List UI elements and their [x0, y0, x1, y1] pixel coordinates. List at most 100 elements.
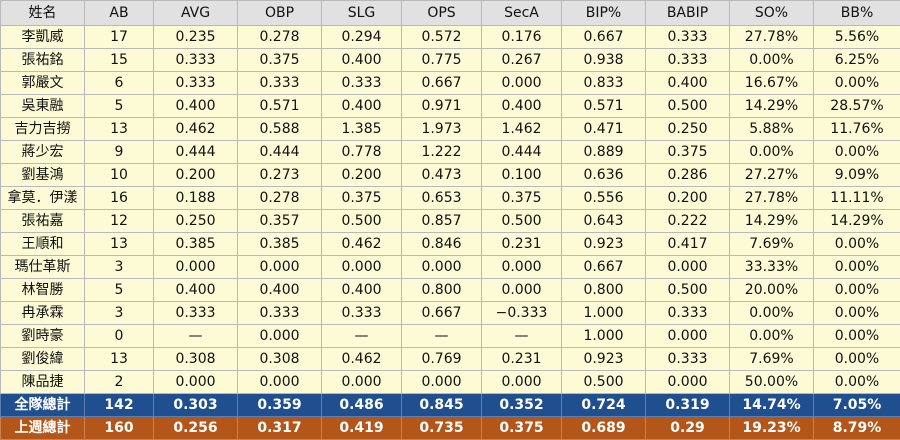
cell-bip-pct: 0.833	[562, 72, 646, 95]
cell-obp: 0.375	[238, 49, 322, 72]
cell-slg: 0.375	[322, 187, 402, 210]
cell-obp: 0.278	[238, 187, 322, 210]
cell-ab: 17	[85, 26, 154, 49]
cell-slg: 0.000	[322, 256, 402, 279]
cell-bip-pct: 0.636	[562, 164, 646, 187]
cell-bb-pct: 28.57%	[814, 95, 900, 118]
cell-obp: 0.308	[238, 348, 322, 371]
cell-name: 吳東融	[1, 95, 85, 118]
cell-ops: 0.971	[402, 95, 482, 118]
cell-name: 張祐銘	[1, 49, 85, 72]
cell-ab: 5	[85, 95, 154, 118]
cell-ab: 2	[85, 371, 154, 394]
cell-name: 陳品捷	[1, 371, 85, 394]
col-header-name: 姓名	[1, 1, 85, 26]
cell-bb-pct: 6.25%	[814, 49, 900, 72]
cell-seca: 0.500	[482, 210, 562, 233]
cell-bb-pct: 0.00%	[814, 348, 900, 371]
cell-babip: 0.417	[646, 233, 730, 256]
col-header-avg: AVG	[154, 1, 238, 26]
cell-avg: 0.333	[154, 302, 238, 325]
cell-slg: 0.778	[322, 141, 402, 164]
cell-bb-pct: 0.00%	[814, 256, 900, 279]
cell-seca: 0.000	[482, 72, 562, 95]
cell-so-pct: 0.00%	[730, 141, 814, 164]
cell-so-pct: 14.74%	[730, 394, 814, 417]
cell-obp: 0.333	[238, 302, 322, 325]
cell-so-pct: 27.78%	[730, 26, 814, 49]
cell-obp: 0.385	[238, 233, 322, 256]
cell-seca: 0.100	[482, 164, 562, 187]
cell-babip: 0.286	[646, 164, 730, 187]
col-header-so-pct: SO%	[730, 1, 814, 26]
col-header-slg: SLG	[322, 1, 402, 26]
cell-ops: 0.800	[402, 279, 482, 302]
cell-babip: 0.375	[646, 141, 730, 164]
cell-avg: —	[154, 325, 238, 348]
cell-bb-pct: 14.29%	[814, 210, 900, 233]
cell-bb-pct: 0.00%	[814, 72, 900, 95]
cell-so-pct: 0.00%	[730, 49, 814, 72]
cell-avg: 0.400	[154, 95, 238, 118]
cell-so-pct: 20.00%	[730, 279, 814, 302]
cell-slg: 0.486	[322, 394, 402, 417]
cell-bip-pct: 0.923	[562, 348, 646, 371]
cell-obp: 0.571	[238, 95, 322, 118]
cell-slg: 0.200	[322, 164, 402, 187]
cell-so-pct: 0.00%	[730, 302, 814, 325]
cell-obp: 0.444	[238, 141, 322, 164]
cell-so-pct: 50.00%	[730, 371, 814, 394]
cell-obp: 0.000	[238, 256, 322, 279]
cell-so-pct: 0.00%	[730, 325, 814, 348]
cell-obp: 0.357	[238, 210, 322, 233]
cell-ops: 0.775	[402, 49, 482, 72]
cell-slg: 0.500	[322, 210, 402, 233]
cell-avg: 0.250	[154, 210, 238, 233]
cell-so-pct: 27.78%	[730, 187, 814, 210]
cell-ops: 0.572	[402, 26, 482, 49]
cell-ab: 142	[85, 394, 154, 417]
cell-bip-pct: 1.000	[562, 302, 646, 325]
cell-slg: 0.000	[322, 371, 402, 394]
cell-bip-pct: 0.500	[562, 371, 646, 394]
cell-ab: 13	[85, 118, 154, 141]
cell-obp: 0.000	[238, 371, 322, 394]
col-header-bip-pct: BIP%	[562, 1, 646, 26]
cell-ab: 3	[85, 302, 154, 325]
col-header-obp: OBP	[238, 1, 322, 26]
cell-ab: 13	[85, 348, 154, 371]
cell-name: 全隊總計	[1, 394, 85, 417]
cell-so-pct: 14.29%	[730, 95, 814, 118]
cell-ops: 0.769	[402, 348, 482, 371]
cell-obp: 0.273	[238, 164, 322, 187]
cell-babip: 0.000	[646, 371, 730, 394]
cell-bip-pct: 0.471	[562, 118, 646, 141]
cell-ab: 16	[85, 187, 154, 210]
cell-avg: 0.462	[154, 118, 238, 141]
cell-bb-pct: 0.00%	[814, 302, 900, 325]
cell-seca: 0.400	[482, 95, 562, 118]
cell-ops: 0.000	[402, 371, 482, 394]
cell-obp: 0.588	[238, 118, 322, 141]
cell-avg: 0.400	[154, 279, 238, 302]
cell-name: 劉基鴻	[1, 164, 85, 187]
col-header-ops: OPS	[402, 1, 482, 26]
cell-bip-pct: 0.667	[562, 256, 646, 279]
cell-obp: 0.278	[238, 26, 322, 49]
cell-so-pct: 7.69%	[730, 233, 814, 256]
cell-slg: 0.400	[322, 279, 402, 302]
cell-ops: —	[402, 325, 482, 348]
cell-seca: 0.231	[482, 233, 562, 256]
cell-obp: 0.333	[238, 72, 322, 95]
cell-ops: 0.653	[402, 187, 482, 210]
cell-bip-pct: 1.000	[562, 325, 646, 348]
cell-bip-pct: 0.667	[562, 26, 646, 49]
